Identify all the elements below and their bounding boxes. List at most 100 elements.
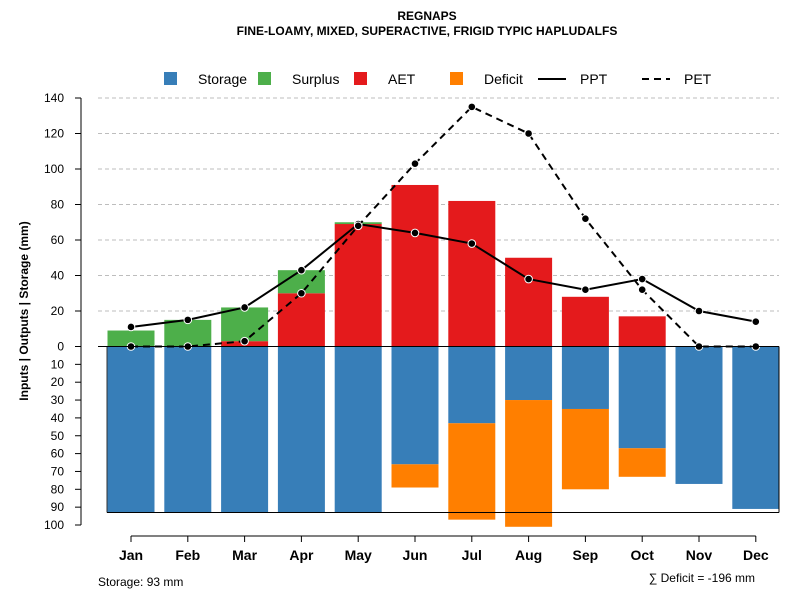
legend-label: PET (684, 71, 712, 87)
legend-label: PPT (580, 71, 608, 87)
y-axis-label: Inputs | Outputs | Storage (mm) (17, 221, 31, 400)
storage-bar (334, 346, 382, 513)
legend-label: Deficit (484, 71, 523, 87)
pet-line-point (297, 288, 306, 298)
y-tick-label: 40 (51, 411, 65, 425)
storage-note: Storage: 93 mm (98, 575, 183, 589)
ppt-line-point (581, 285, 590, 295)
x-tick-label: Dec (743, 547, 769, 563)
ppt-line-point (126, 322, 136, 332)
series-lines (126, 102, 761, 351)
y-tick-label: 70 (51, 464, 65, 478)
x-tick-label: Mar (232, 547, 257, 563)
storage-bar (505, 346, 553, 401)
pet-line-point (524, 129, 533, 138)
storage-bar (675, 346, 723, 484)
deficit-note: ∑ Deficit = -196 mm (649, 571, 755, 585)
legend-label: Surplus (292, 71, 339, 87)
surplus-bar (164, 319, 212, 347)
y-tick-label: 60 (51, 233, 65, 247)
surplus-bar (107, 330, 155, 347)
y-tick-label: 0 (57, 340, 64, 354)
aet-bar (448, 200, 496, 347)
y-tick-label: 30 (51, 393, 65, 407)
legend: Storage Surplus AET Deficit PPT PET (164, 71, 712, 87)
x-tick-label: Jun (403, 547, 428, 563)
y-tick-label: 100 (44, 518, 64, 532)
storage-bar (618, 346, 666, 449)
ppt-line-point (524, 274, 533, 284)
legend-swatch (354, 72, 367, 85)
legend-label: Storage (198, 71, 247, 87)
pet-line-point (467, 102, 477, 112)
pet-line-point (637, 285, 647, 295)
storage-bar (391, 346, 439, 465)
ppt-line-point (183, 315, 193, 325)
aet-bar (391, 184, 439, 347)
storage-bar (561, 346, 609, 409)
legend-swatch (164, 72, 177, 85)
surplus-bar (221, 307, 269, 342)
x-tick-label: Apr (289, 547, 314, 563)
chart-subtitle: FINE-LOAMY, MIXED, SUPERACTIVE, FRIGID T… (237, 24, 618, 38)
ppt-line-point (297, 265, 306, 275)
y-tick-label: 40 (51, 269, 65, 283)
chart-title: REGNAPS (397, 9, 456, 23)
y-tick-label: 20 (51, 375, 65, 389)
legend-swatch (450, 72, 463, 85)
deficit-bar (618, 448, 666, 477)
deficit-bar (505, 400, 553, 527)
y-tick-label: 100 (44, 162, 64, 176)
x-tick-label: Nov (686, 547, 713, 563)
storage-bar (277, 346, 325, 513)
bars (107, 184, 780, 527)
x-tick-label: Oct (631, 547, 655, 563)
ppt-line-point (467, 239, 477, 248)
pet-line-point (353, 221, 363, 231)
x-tick-label: Feb (175, 547, 200, 563)
ppt-line-point (637, 274, 647, 284)
deficit-bar (448, 423, 496, 520)
aet-bar (618, 316, 666, 347)
aet-bar (277, 293, 325, 347)
aet-bar (505, 257, 553, 347)
y-tick-label: 50 (51, 429, 65, 443)
y-tick-label: 10 (51, 357, 65, 371)
y-tick-label: 20 (51, 304, 65, 318)
ppt-line-point (410, 228, 420, 238)
axes: 0 20 40 60 80 100 120 140 10 20 30 40 50 60 70 80 90 100 J… (44, 91, 780, 563)
x-tick-label: May (345, 547, 372, 563)
x-tick-label: Sep (573, 547, 599, 563)
aet-bar (561, 296, 609, 347)
storage-bar (221, 346, 269, 513)
storage-bar (164, 346, 212, 513)
legend-label: AET (388, 71, 416, 87)
surplus-bar (277, 270, 325, 294)
ppt-line (130, 222, 756, 328)
y-tick-label: 80 (51, 198, 65, 212)
pet-line (131, 105, 756, 348)
ppt-line-point (240, 303, 249, 312)
y-tick-label: 140 (44, 91, 64, 105)
x-tick-label: Jul (462, 547, 482, 563)
storage-bar (732, 346, 780, 509)
legend-swatch (258, 72, 271, 85)
y-tick-label: 60 (51, 447, 65, 461)
gridlines (98, 97, 779, 312)
y-tick-label: 120 (44, 127, 64, 141)
pet-line-point (240, 336, 249, 346)
pet-line-point (410, 159, 420, 168)
deficit-bar (391, 464, 439, 488)
deficit-bar (561, 408, 609, 490)
ppt-line-point (694, 306, 704, 316)
x-tick-label: Jan (119, 547, 143, 563)
storage-bar (448, 346, 496, 424)
pet-line-point (581, 214, 590, 223)
y-tick-label: 80 (51, 482, 65, 496)
aet-bar (334, 224, 382, 347)
ppt-line-point (751, 317, 761, 326)
y-tick-label: 90 (51, 500, 65, 514)
x-tick-label: Aug (515, 547, 542, 563)
storage-bar (107, 346, 155, 513)
